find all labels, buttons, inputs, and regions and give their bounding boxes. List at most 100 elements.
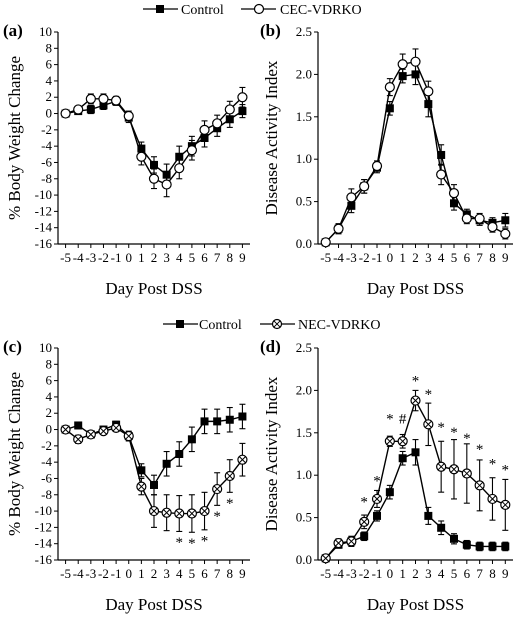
data-point xyxy=(423,419,434,430)
data-point xyxy=(475,542,484,551)
legend-cec-vdrko-marker xyxy=(253,3,265,15)
y-tick-label: 2.0 xyxy=(296,382,312,397)
x-tick-label: 4 xyxy=(176,566,183,581)
data-point xyxy=(474,213,485,224)
x-tick-label: 7 xyxy=(214,566,221,581)
data-point xyxy=(161,507,172,518)
significance-mark: * xyxy=(213,509,221,525)
x-tick-label: -4 xyxy=(333,250,344,265)
data-point-cross xyxy=(226,472,234,480)
data-point xyxy=(424,511,433,520)
data-point xyxy=(371,493,383,505)
data-point xyxy=(346,536,357,547)
data-point xyxy=(333,537,344,549)
x-tick-label: 1 xyxy=(399,250,406,265)
legend-nec-vdrko-label: NEC-VDRKO xyxy=(298,318,380,333)
x-axis-title: Day Post DSS xyxy=(367,595,464,614)
data-point xyxy=(384,82,395,93)
data-point xyxy=(60,424,71,435)
x-tick-label: 9 xyxy=(239,250,246,265)
data-point xyxy=(398,72,407,81)
data-point xyxy=(501,542,510,551)
y-tick-label: -8 xyxy=(41,171,52,186)
x-tick-label: 7 xyxy=(214,250,221,265)
data-point xyxy=(186,508,197,519)
y-tick-label: 2 xyxy=(46,405,53,420)
significance-mark: * xyxy=(463,431,471,447)
data-point xyxy=(461,468,472,479)
x-tick-label: -4 xyxy=(73,250,84,265)
x-tick-label: 5 xyxy=(451,250,458,265)
y-tick-label: 0.0 xyxy=(296,552,312,567)
series-cec-vdrko xyxy=(60,86,248,198)
y-tick-label: -4 xyxy=(41,454,52,469)
x-tick-label: 9 xyxy=(239,566,246,581)
data-point xyxy=(237,454,248,465)
data-point-cross xyxy=(476,481,484,489)
data-point xyxy=(99,101,108,110)
data-point-cross xyxy=(334,539,343,547)
significance-mark: * xyxy=(373,473,381,489)
data-point xyxy=(474,480,485,491)
data-point-cross xyxy=(437,463,445,471)
x-tick-label: 7 xyxy=(476,566,483,581)
x-tick-label: 8 xyxy=(227,250,234,265)
x-tick-label: 9 xyxy=(502,566,509,581)
x-tick-label: 3 xyxy=(425,250,432,265)
x-tick-label: 9 xyxy=(502,250,509,265)
data-point xyxy=(225,115,234,124)
significance-mark: # xyxy=(399,412,407,428)
data-point xyxy=(333,223,344,234)
data-point xyxy=(360,532,369,541)
series-line xyxy=(325,398,506,559)
series-control xyxy=(61,403,247,496)
data-point-cross xyxy=(213,485,221,493)
y-tick-label: 1.0 xyxy=(296,151,312,166)
x-axis-title: Day Post DSS xyxy=(367,279,464,298)
x-tick-label: -3 xyxy=(85,566,96,581)
data-point xyxy=(371,160,383,172)
data-point xyxy=(411,448,420,457)
data-point xyxy=(85,429,96,440)
x-tick-label: -4 xyxy=(73,566,84,581)
data-point xyxy=(385,104,394,113)
data-point xyxy=(161,179,172,190)
data-point-cross xyxy=(463,469,471,478)
data-point-cross xyxy=(411,397,420,405)
x-axis-title: Day Post DSS xyxy=(105,595,202,614)
y-axis-title: Disease Activity Index xyxy=(262,376,281,531)
y-tick-label: 8 xyxy=(46,356,53,371)
y-tick-label: -8 xyxy=(41,487,52,502)
data-point xyxy=(487,221,498,233)
x-tick-label: -1 xyxy=(111,566,122,581)
x-tick-label: 6 xyxy=(464,566,471,581)
panel-letter: (a) xyxy=(3,21,23,40)
y-tick-label: 0.0 xyxy=(296,236,312,251)
data-point xyxy=(73,104,84,115)
data-point xyxy=(462,540,471,549)
data-point-cross xyxy=(200,507,209,515)
significance-mark: * xyxy=(386,412,394,428)
data-point-cross xyxy=(238,456,246,464)
data-point xyxy=(423,86,434,97)
y-tick-label: 10 xyxy=(39,340,52,355)
data-point xyxy=(175,152,184,161)
x-tick-label: -2 xyxy=(98,250,109,265)
x-tick-label: -2 xyxy=(359,566,370,581)
series-nec-vdrko xyxy=(60,422,248,533)
data-point xyxy=(488,542,497,551)
x-tick-label: -5 xyxy=(320,566,331,581)
data-point xyxy=(174,163,185,174)
data-point xyxy=(162,459,171,468)
data-point xyxy=(74,421,83,430)
data-point-cross xyxy=(488,495,497,503)
x-tick-label: -1 xyxy=(372,566,383,581)
data-point-cross xyxy=(386,437,394,445)
y-tick-label: 6 xyxy=(46,373,53,388)
data-point xyxy=(225,415,234,424)
y-tick-label: 6 xyxy=(46,57,53,72)
data-point xyxy=(359,181,370,192)
x-tick-label: -5 xyxy=(60,566,71,581)
y-tick-label: -14 xyxy=(35,220,53,235)
